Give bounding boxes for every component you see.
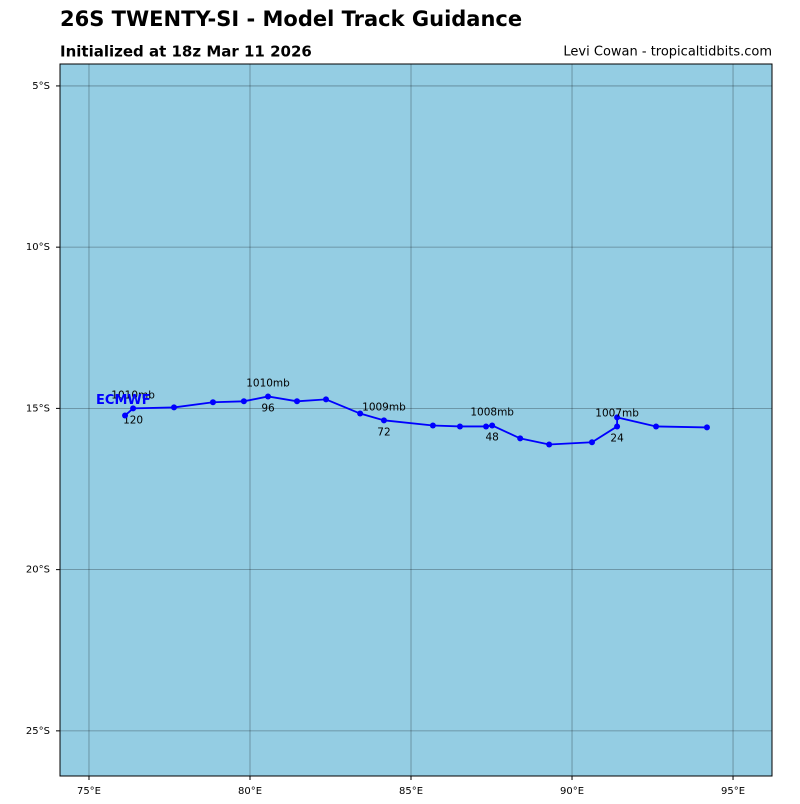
track-point bbox=[294, 398, 301, 405]
x-tick-label: 85°E bbox=[399, 786, 423, 797]
track-point bbox=[380, 417, 387, 424]
track-point bbox=[209, 399, 216, 406]
track-point bbox=[456, 423, 463, 430]
track-point bbox=[517, 435, 524, 442]
y-tick-label: 20°S bbox=[26, 565, 50, 576]
x-tick-label: 95°E bbox=[721, 786, 745, 797]
x-tick-label: 80°E bbox=[238, 786, 262, 797]
hour-label: 120 bbox=[123, 414, 143, 426]
x-tick-label: 90°E bbox=[560, 786, 584, 797]
pressure-label: 1010mb bbox=[111, 389, 155, 401]
track-point bbox=[588, 439, 595, 446]
hour-label: 48 bbox=[485, 431, 498, 443]
track-point bbox=[429, 422, 436, 429]
track-point bbox=[357, 410, 364, 417]
hour-label: 96 bbox=[261, 402, 275, 414]
pressure-label: 1007mb bbox=[595, 407, 639, 419]
track-point bbox=[703, 424, 710, 431]
track-point bbox=[614, 423, 621, 430]
hour-label: 24 bbox=[610, 432, 624, 444]
pressure-label: 1008mb bbox=[470, 406, 514, 418]
pressure-label: 1009mb bbox=[362, 401, 406, 413]
y-tick-label: 25°S bbox=[26, 726, 50, 737]
track-point bbox=[130, 405, 137, 412]
credit: Levi Cowan - tropicaltidbits.com bbox=[563, 45, 772, 60]
chart-subtitle: Initialized at 18z Mar 11 2026 bbox=[60, 43, 312, 61]
track-point bbox=[170, 404, 177, 411]
track-point bbox=[614, 414, 621, 421]
track-point bbox=[122, 412, 129, 419]
pressure-label: 1010mb bbox=[246, 377, 290, 389]
track-point bbox=[546, 441, 553, 448]
hour-label: 72 bbox=[377, 426, 390, 438]
y-tick-label: 10°S bbox=[26, 242, 50, 253]
chart-title: 26S TWENTY-SI - Model Track Guidance bbox=[60, 7, 522, 31]
track-point bbox=[489, 422, 496, 429]
y-tick-label: 5°S bbox=[32, 81, 50, 92]
plot-area bbox=[59, 63, 773, 777]
x-tick-label: 75°E bbox=[77, 786, 101, 797]
track-point bbox=[322, 396, 329, 403]
y-tick-label: 15°S bbox=[26, 403, 50, 414]
track-point bbox=[240, 398, 247, 405]
track-point bbox=[653, 423, 660, 430]
track-point bbox=[483, 423, 490, 430]
model-label: ECMWF bbox=[96, 393, 151, 408]
track-point bbox=[265, 393, 272, 400]
